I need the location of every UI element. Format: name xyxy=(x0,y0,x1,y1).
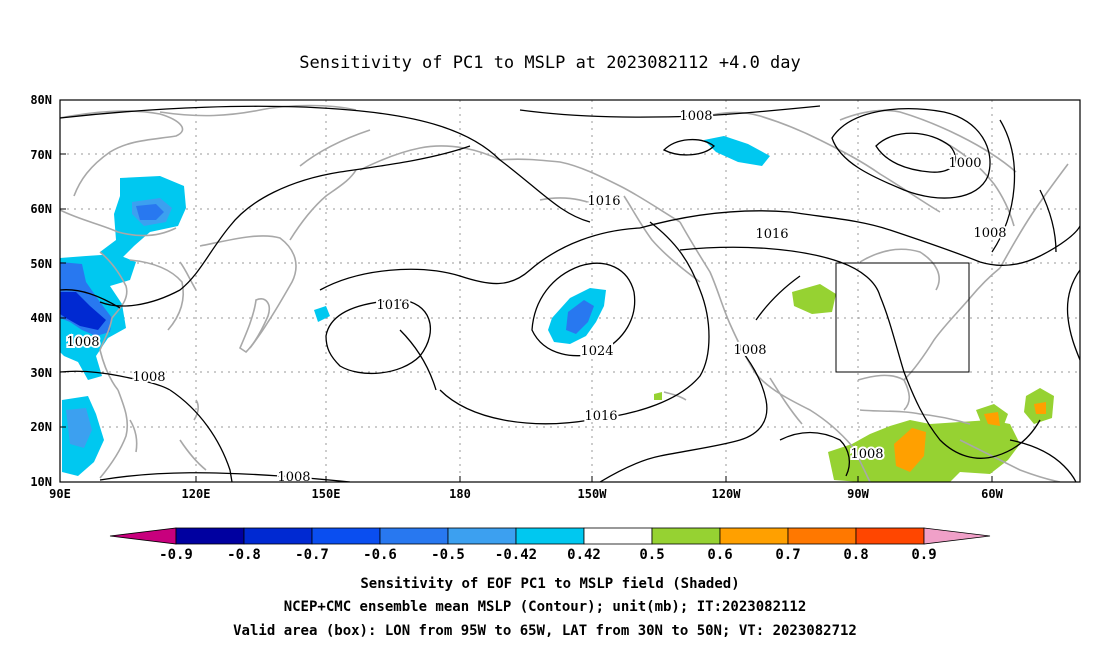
colorbar-label-10: 0.8 xyxy=(843,547,868,563)
colorbar-label-5: -0.42 xyxy=(495,547,537,563)
contour-label-5: 1008 xyxy=(973,226,1006,241)
shade-negative-south-china-core xyxy=(66,408,92,448)
colorbar-label-4: -0.5 xyxy=(431,547,465,563)
colorbar-swatch-11 xyxy=(855,527,925,545)
contour-label-1: 1008 xyxy=(679,109,712,124)
contour-label-9: 1008 xyxy=(132,370,165,385)
tick-marks xyxy=(60,99,993,482)
map-frame xyxy=(59,99,1081,483)
shade-negative-east-asia-core xyxy=(136,204,164,220)
colorbar-swatch-0 xyxy=(109,527,177,545)
lat-label-70n: 70N xyxy=(30,148,52,162)
colorbar-label-8: 0.6 xyxy=(707,547,732,563)
shade-positive-gulf-small xyxy=(654,392,662,400)
contour-label-4: 1016 xyxy=(755,227,788,242)
shade-negative-arctic xyxy=(704,136,770,166)
coastlines xyxy=(60,104,1069,482)
contour-label-13: 1008 xyxy=(277,470,310,485)
contour-label-6: 1016 xyxy=(376,298,409,313)
caption: Sensitivity of EOF PC1 to MSLP field (Sh… xyxy=(233,576,857,639)
colorbar-swatch-4 xyxy=(379,527,449,545)
lat-lon-grid xyxy=(60,100,1080,482)
colorbar-label-2: -0.7 xyxy=(295,547,329,563)
lon-label-90e: 90E xyxy=(49,487,71,501)
contour-label-3: 1016 xyxy=(587,194,620,209)
colorbar-swatch-7 xyxy=(583,527,653,545)
shade-positive-west-africa-core xyxy=(1034,402,1046,414)
longitude-labels: 90E 120E 150E 180 150W 120W 90W 60W xyxy=(49,487,1003,501)
colorbar-label-0: -0.9 xyxy=(159,547,193,563)
caption-line-1: Sensitivity of EOF PC1 to MSLP field (Sh… xyxy=(360,576,739,592)
shade-negative-china-core xyxy=(60,292,106,330)
colorbar-swatch-1 xyxy=(175,527,245,545)
caption-line-2: NCEP+CMC ensemble mean MSLP (Contour); u… xyxy=(284,599,807,615)
latitude-labels: 80N 70N 60N 50N 40N 30N 20N 10N xyxy=(30,93,52,489)
figure-title: Sensitivity of PC1 to MSLP at 2023082112… xyxy=(299,53,801,73)
lon-label-90w: 90W xyxy=(847,487,869,501)
colorbar-swatch-2 xyxy=(243,527,313,545)
contour-label-11: 1016 xyxy=(584,409,617,424)
colorbar-label-9: 0.7 xyxy=(775,547,800,563)
lon-label-120e: 120E xyxy=(182,487,211,501)
lon-label-150e: 150E xyxy=(312,487,341,501)
sensitivity-shading xyxy=(60,136,1054,482)
lon-label-60w: 60W xyxy=(981,487,1003,501)
colorbar-label-1: -0.8 xyxy=(227,547,261,563)
shade-negative-kamchatka xyxy=(314,306,330,322)
lat-label-60n: 60N xyxy=(30,202,52,216)
colorbar-swatch-9 xyxy=(719,527,789,545)
colorbar-label-3: -0.6 xyxy=(363,547,397,563)
colorbar-swatch-10 xyxy=(787,527,857,545)
caption-line-3: Valid area (box): LON from 95W to 65W, L… xyxy=(233,623,857,639)
colorbar-swatch-8 xyxy=(651,527,721,545)
lat-label-80n: 80N xyxy=(30,93,52,107)
contour-label-7: 1024 xyxy=(580,344,613,359)
mslp-contours xyxy=(60,105,1080,482)
shade-positive-atlantic-core xyxy=(984,412,1000,426)
contour-label-8: 1008 xyxy=(66,335,99,350)
colorbar-label-6: 0.42 xyxy=(567,547,601,563)
colorbar: -0.9 -0.8 -0.7 -0.6 -0.5 -0.42 0.42 0.5 … xyxy=(109,527,991,563)
lat-label-30n: 30N xyxy=(30,366,52,380)
shade-positive-north-america xyxy=(792,284,836,314)
lon-label-180: 180 xyxy=(449,487,471,501)
lat-label-20n: 20N xyxy=(30,420,52,434)
colorbar-label-7: 0.5 xyxy=(639,547,664,563)
lat-label-40n: 40N xyxy=(30,311,52,325)
lon-label-120w: 120W xyxy=(712,487,742,501)
colorbar-swatch-12 xyxy=(923,527,991,545)
shade-negative-pacific-high-core xyxy=(566,300,594,334)
colorbar-swatch-6 xyxy=(515,527,585,545)
contour-label-10: 1008 xyxy=(733,343,766,358)
colorbar-label-11: 0.9 xyxy=(911,547,936,563)
contour-label-12: 1008 xyxy=(850,447,883,462)
lat-label-50n: 50N xyxy=(30,257,52,271)
colorbar-swatch-5 xyxy=(447,527,517,545)
shade-positive-caribbean-core xyxy=(894,428,926,472)
map-panel: 1008 1000 1016 1016 1008 1016 1024 1008 … xyxy=(30,93,1081,501)
colorbar-swatch-3 xyxy=(311,527,381,545)
lon-label-150w: 150W xyxy=(578,487,608,501)
contour-label-2: 1000 xyxy=(948,156,981,171)
lat-label-10n: 10N xyxy=(30,475,52,489)
valid-area-box xyxy=(835,262,970,373)
